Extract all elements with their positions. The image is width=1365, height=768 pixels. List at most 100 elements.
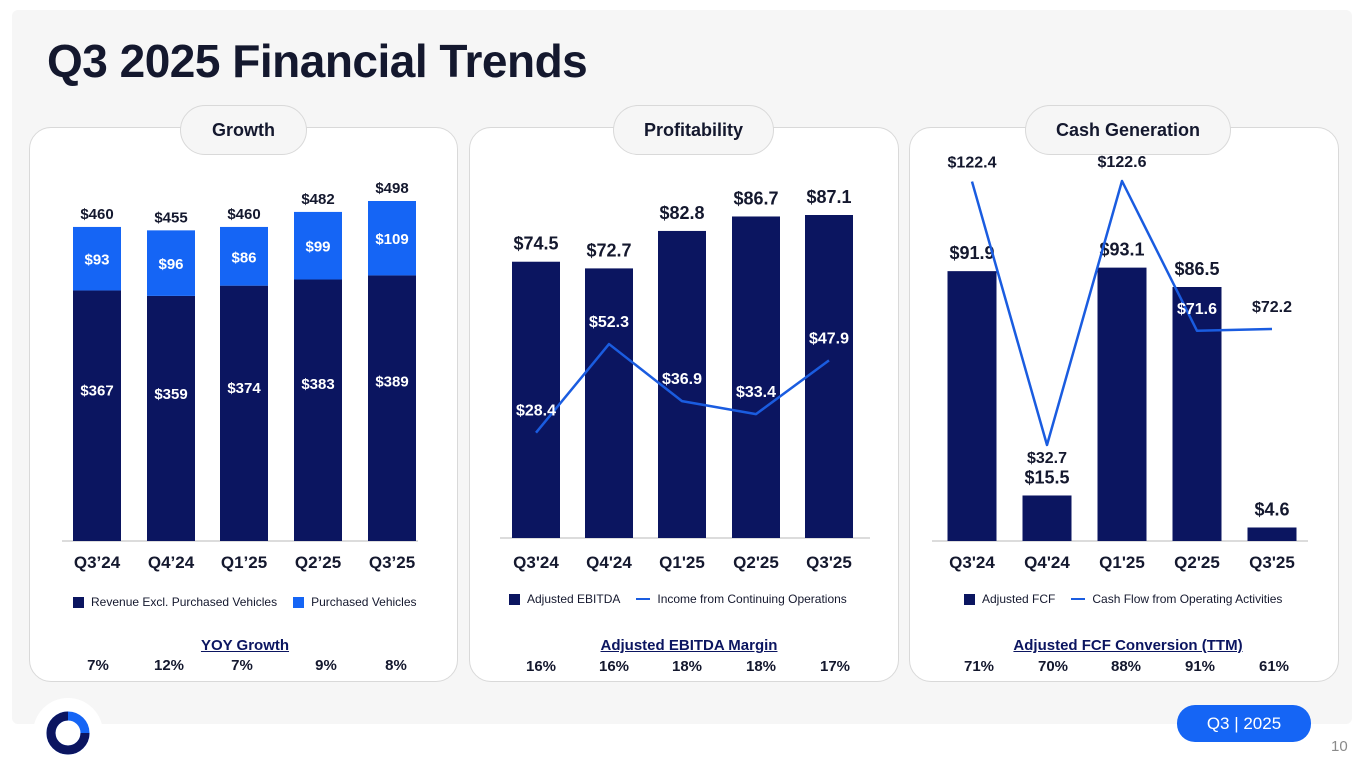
fcf-bar: [1022, 495, 1072, 541]
fcf-swatch: [964, 593, 975, 605]
cash-legend: Adjusted FCF Cash Flow from Operating Ac…: [964, 592, 1282, 606]
purchased-bar: [294, 211, 342, 280]
cash-metric-value: 61%: [1258, 658, 1290, 675]
x-tick-label: Q1'25: [659, 553, 705, 572]
cash-metric-value: 88%: [1110, 658, 1142, 675]
ebitda-bar: [512, 261, 560, 538]
cash-metric-title: Adjusted FCF Conversion (TTM): [1013, 637, 1243, 654]
growth-metric-title: YOY Growth: [200, 637, 290, 654]
cashflow-line-swatch: [1071, 598, 1086, 600]
profitability-legend-label-2: Income from Continuing Operations: [657, 592, 847, 606]
fcf-bar: [947, 271, 997, 541]
growth-metric-value: 8%: [385, 657, 407, 674]
fcf-bar: [1247, 527, 1297, 541]
profitability-metric-value: 16%: [525, 658, 557, 675]
ebitda-swatch: [509, 593, 520, 605]
fcf-bar-label: $86.5: [1174, 259, 1219, 279]
cash-generation-header: Cash Generation: [1025, 105, 1231, 155]
total-label: $498: [375, 180, 408, 197]
total-label: $460: [80, 206, 113, 223]
growth-legend-label-1: Revenue Excl. Purchased Vehicles: [91, 595, 278, 609]
x-tick-label: Q4'24: [1024, 553, 1070, 572]
revenue-bar-label: $383: [301, 376, 334, 393]
x-tick-label: Q4'24: [586, 553, 632, 572]
total-label: $455: [154, 209, 187, 226]
cashflow-point-label: $122.6: [1098, 154, 1147, 171]
x-tick-label: Q2'25: [1174, 553, 1220, 572]
fcf-bar-label: $91.9: [949, 243, 994, 263]
profitability-metric-value: 18%: [745, 658, 777, 675]
purchased-bar-label: $99: [305, 239, 330, 256]
cash-legend-label-1: Adjusted FCF: [982, 592, 1056, 606]
purchased-bar: [73, 226, 121, 291]
ebitda-bar: [585, 268, 633, 538]
cashflow-point-label: $72.2: [1252, 299, 1292, 316]
revenue-bar: [368, 275, 416, 541]
cash-metric-value: 71%: [963, 658, 995, 675]
income-point-label: $47.9: [809, 330, 849, 347]
ebitda-bar-label: $82.8: [659, 203, 704, 223]
ebitda-bar-label: $72.7: [586, 240, 631, 260]
total-label: $482: [301, 191, 334, 208]
growth-metric-value: 7%: [87, 657, 109, 674]
x-tick-label: Q1'25: [1099, 553, 1145, 572]
profitability-header: Profitability: [613, 105, 774, 155]
fcf-bar: [1172, 287, 1222, 541]
income-point-label: $33.4: [736, 384, 776, 401]
fcf-bar-label: $15.5: [1024, 467, 1069, 487]
profitability-metric-value: 17%: [819, 658, 851, 675]
revenue-bar-label: $367: [80, 383, 113, 400]
income-point-label: $36.9: [662, 371, 702, 388]
fcf-bar-label: $93.1: [1099, 240, 1144, 260]
ebitda-bar-label: $86.7: [733, 188, 778, 208]
fcf-bar-label: $4.6: [1254, 499, 1289, 519]
cash-metric-value: 91%: [1184, 658, 1216, 675]
x-tick-label: Q3'24: [949, 553, 995, 572]
logo-icon: [46, 711, 90, 755]
purchased-bar-label: $93: [84, 252, 109, 269]
x-tick-label: Q3'25: [1249, 553, 1295, 572]
revenue-bar: [220, 285, 268, 541]
revenue-bar-label: $374: [227, 380, 261, 397]
purchased-bar: [147, 230, 195, 296]
cashflow-point-label: $122.4: [948, 155, 997, 172]
revenue-bar: [147, 295, 195, 541]
growth-metric-value: 9%: [315, 657, 337, 674]
ebitda-bar: [805, 215, 853, 538]
purchased-bar: [220, 226, 268, 286]
profitability-legend-label-1: Adjusted EBITDA: [527, 592, 621, 606]
income-line: [535, 342, 830, 434]
purchased-bar: [368, 201, 416, 276]
cashflow-line: [970, 179, 1273, 447]
revenue-bar: [73, 290, 121, 541]
profitability-legend: Adjusted EBITDA Income from Continuing O…: [509, 592, 847, 606]
growth-metric-value: 7%: [231, 657, 253, 674]
revenue-swatch: [73, 596, 84, 608]
growth-metric-value: 12%: [153, 657, 185, 674]
page-number: 10: [1331, 738, 1348, 755]
x-tick-label: Q2'25: [733, 553, 779, 572]
cash-metric-value: 70%: [1037, 658, 1069, 675]
profitability-metric-title: Adjusted EBITDA Margin: [600, 637, 778, 654]
growth-header: Growth: [180, 105, 307, 155]
company-logo: [33, 698, 103, 768]
profitability-metric-value: 16%: [598, 658, 630, 675]
x-tick-label: Q3'25: [806, 553, 852, 572]
revenue-bar-label: $389: [375, 374, 408, 391]
revenue-bar: [294, 279, 342, 541]
fcf-bar: [1097, 267, 1147, 541]
x-tick-label: Q2’25: [295, 553, 341, 572]
growth-legend-label-2: Purchased Vehicles: [311, 595, 417, 609]
ebitda-bar: [658, 230, 706, 538]
revenue-bar-label: $359: [154, 386, 187, 403]
x-tick-label: Q3’25: [369, 553, 415, 572]
purchased-bar-label: $86: [231, 249, 256, 266]
purchased-swatch: [293, 596, 305, 608]
x-tick-label: Q3’24: [74, 553, 121, 572]
growth-legend: Revenue Excl. Purchased Vehicles Purchas…: [73, 595, 417, 609]
profitability-metric-value: 18%: [671, 658, 703, 675]
x-tick-label: Q1’25: [221, 553, 267, 572]
cashflow-point-label: $71.6: [1177, 301, 1217, 318]
cash-legend-label-2: Cash Flow from Operating Activities: [1092, 592, 1283, 606]
